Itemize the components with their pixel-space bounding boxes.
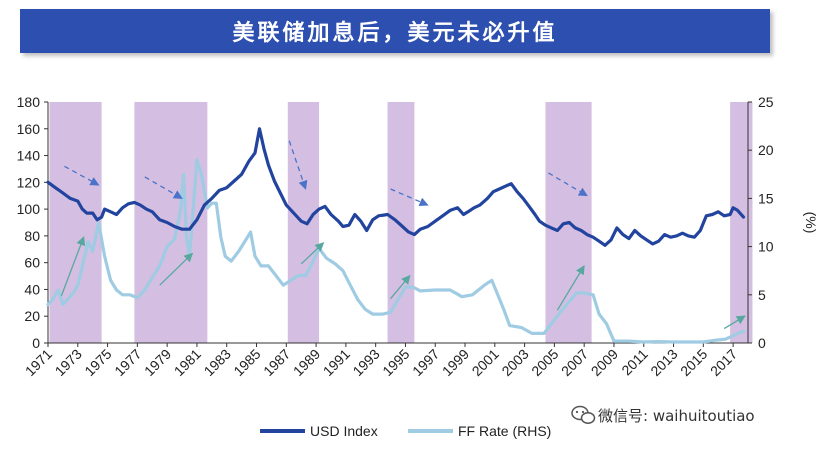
x-tick-label: 1977 (111, 346, 144, 379)
x-tick-label: 1981 (171, 346, 204, 379)
usd-trend-arrow-4 (390, 188, 429, 207)
y-right-tick-label: 5 (758, 287, 766, 303)
y-left-tick-label: 40 (24, 281, 40, 297)
ff-rate-line (46, 158, 746, 344)
shaded-period-6 (730, 102, 753, 343)
y-right-tick-label: 10 (758, 239, 774, 255)
x-tick-label: 2015 (677, 346, 710, 379)
x-tick-label: 1985 (230, 346, 263, 379)
shaded-period-1 (49, 102, 102, 343)
series (46, 127, 746, 344)
x-tick-label: 2013 (647, 346, 680, 379)
watermark: 微信号: waihuitoutiao (571, 405, 755, 425)
ff-trend-arrow-9 (390, 274, 411, 300)
x-tick-label: 2009 (588, 346, 621, 379)
y-left-tick-label: 180 (17, 94, 41, 110)
x-tick-label: 2007 (558, 346, 591, 379)
axes (44, 101, 752, 347)
legend: USD Index FF Rate (RHS) (260, 423, 551, 439)
y-left-tick-label: 160 (17, 121, 41, 137)
x-tick-label: 1983 (201, 346, 234, 379)
x-tick-label: 1975 (81, 346, 114, 379)
ff-trend-arrow-7 (159, 252, 194, 286)
x-tick-label: 1979 (141, 346, 174, 379)
watermark-text: 微信号: waihuitoutiao (598, 407, 755, 425)
y-left-tick-label: 100 (17, 201, 41, 217)
x-tick-label: 2011 (618, 346, 651, 379)
chart-title-banner: 美联储加息后，美元未必升值 (20, 9, 770, 53)
x-tick-label: 1995 (379, 346, 412, 379)
legend-label-usd-index: USD Index (310, 423, 378, 439)
x-tick-label: 2001 (469, 346, 502, 379)
x-tick-label: 1989 (290, 346, 323, 379)
y-right-tick-label: 0 (758, 335, 766, 351)
y-right-tick-label: 25 (758, 94, 774, 110)
wechat-icon (571, 405, 596, 424)
y-left-tick-label: 80 (24, 228, 40, 244)
x-tick-label: 1987 (260, 346, 293, 379)
ff-trend-arrow-11 (723, 315, 746, 330)
usd-trend-arrow-1 (64, 165, 100, 186)
x-tick-label: 1971 (22, 346, 55, 379)
x-tick-label: 1991 (320, 346, 353, 379)
usd-trend-arrow-2 (144, 176, 183, 199)
trend-arrows (60, 140, 746, 330)
x-tick-label: 1993 (349, 346, 382, 379)
ff-trend-arrow-10 (556, 265, 585, 311)
y-left-tick-label: 20 (24, 308, 40, 324)
x-tick-label: 2017 (707, 346, 740, 379)
x-tick-label: 2005 (528, 346, 561, 379)
x-tick-label: 1973 (52, 346, 85, 379)
x-tick-label: 2003 (498, 346, 531, 379)
usd-trend-arrow-5 (548, 172, 588, 197)
shaded-periods (49, 102, 753, 343)
y-right-axis-label: (%) (803, 212, 819, 234)
shaded-period-4 (387, 102, 415, 343)
x-tick-label: 1997 (409, 346, 442, 379)
y-left-tick-label: 60 (24, 255, 40, 271)
y-left-tick-label: 0 (32, 335, 40, 351)
y-left-tick-label: 120 (17, 174, 41, 190)
x-tick-label: 1999 (439, 346, 472, 379)
ff-trend-arrow-8 (300, 242, 325, 265)
legend-label-ff-rate: FF Rate (RHS) (458, 423, 551, 439)
y-right-tick-label: 15 (758, 190, 774, 206)
chart-title: 美联储加息后，美元未必升值 (232, 20, 558, 46)
usd-index-line (46, 127, 746, 247)
ff-trend-arrow-6 (60, 236, 86, 296)
y-left-tick-label: 140 (17, 148, 41, 164)
y-right-tick-label: 20 (758, 142, 774, 158)
